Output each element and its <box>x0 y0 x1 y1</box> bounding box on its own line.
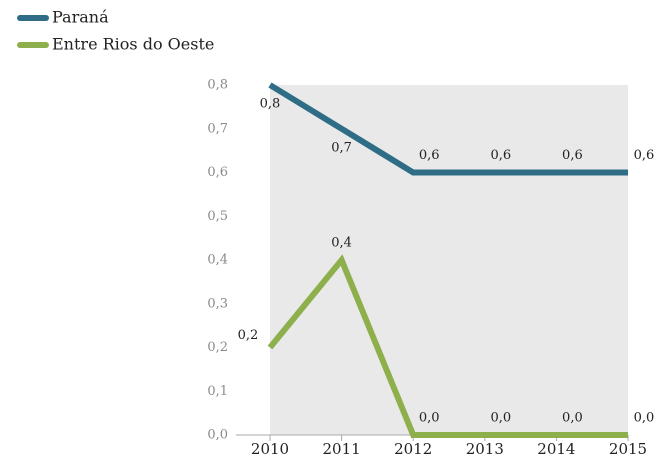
x-tick-label: 2010 <box>251 440 289 458</box>
data-label: 0,4 <box>331 236 352 251</box>
x-tick-label: 2012 <box>394 440 432 458</box>
y-tick-label: 0,7 <box>207 121 228 136</box>
series-line <box>267 254 628 438</box>
x-tick-label: 2015 <box>609 440 647 458</box>
y-tick-label: 0,0 <box>207 428 228 443</box>
y-tick-label: 0,3 <box>207 296 228 311</box>
y-tick-label: 0,1 <box>207 384 228 399</box>
data-label: 0,6 <box>419 148 440 163</box>
x-tick-label: 2011 <box>323 440 361 458</box>
y-tick-label: 0,6 <box>207 165 228 180</box>
data-label: 0,6 <box>562 148 583 163</box>
x-tick-label: 2013 <box>466 440 504 458</box>
series-line <box>268 82 628 176</box>
data-label: 0,8 <box>260 97 281 112</box>
plot-shade <box>270 85 628 435</box>
data-label: 0,7 <box>331 140 352 155</box>
data-label: 0,0 <box>634 411 655 426</box>
y-tick-label: 0,5 <box>207 209 228 224</box>
data-label: 0,6 <box>634 148 655 163</box>
data-label: 0,6 <box>490 148 511 163</box>
data-label: 0,0 <box>562 411 583 426</box>
y-tick-label: 0,4 <box>207 253 228 268</box>
y-tick-label: 0,8 <box>207 78 228 93</box>
data-label: 0,0 <box>490 411 511 426</box>
legend-label: Entre Rios do Oeste <box>52 35 214 54</box>
x-tick-label: 2014 <box>537 440 575 458</box>
data-label: 0,2 <box>238 328 259 343</box>
y-tick-label: 0,2 <box>207 340 228 355</box>
data-label: 0,0 <box>419 411 440 426</box>
legend-label: Paraná <box>52 8 109 27</box>
